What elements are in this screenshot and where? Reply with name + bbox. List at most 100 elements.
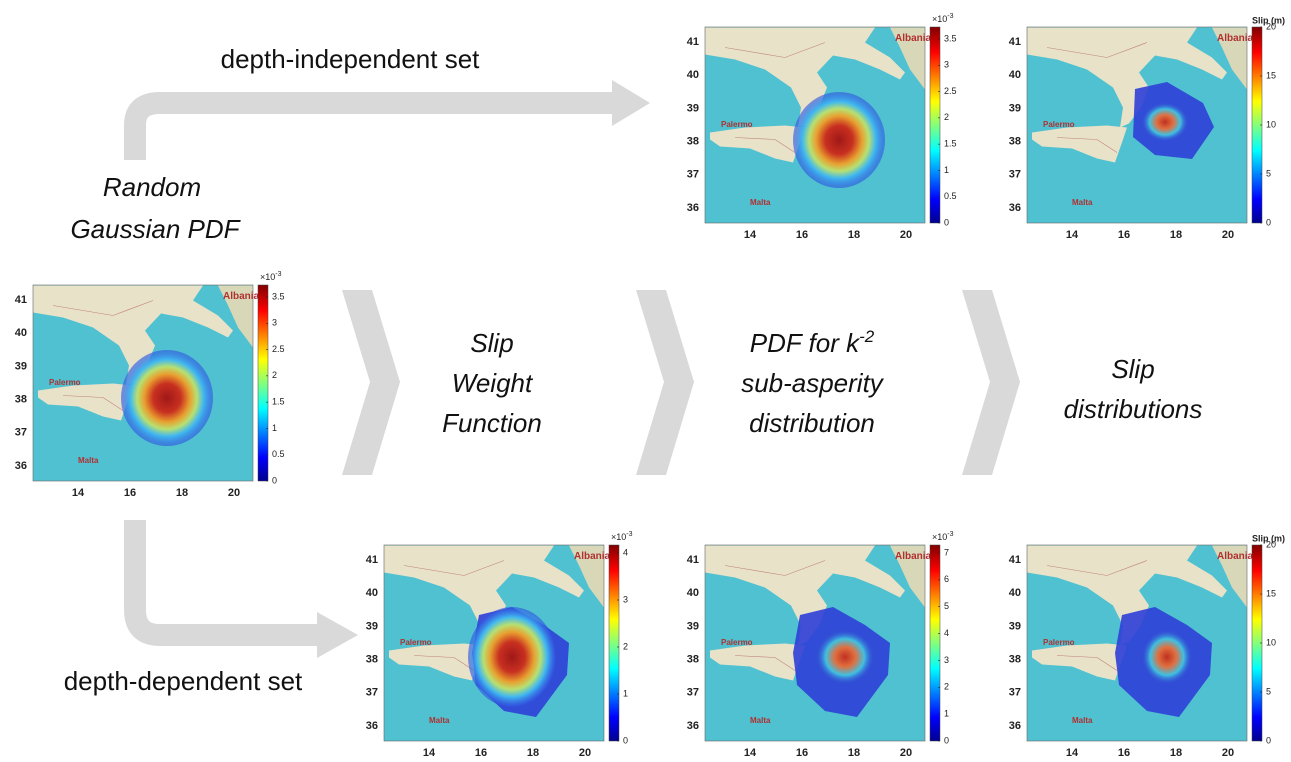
- x-tick-label: 18: [1170, 229, 1182, 241]
- slip-core: [815, 629, 875, 685]
- colorbar-tick-label: 4: [944, 628, 949, 638]
- y-tick-label: 41: [687, 554, 699, 566]
- colorbar-tick-label: 1.5: [272, 397, 285, 407]
- y-tick-label: 36: [1009, 202, 1021, 214]
- x-tick-label: 18: [527, 747, 539, 759]
- y-tick-label: 37: [366, 687, 378, 699]
- colorbar-scale: [609, 545, 619, 741]
- colorbar-tick-label: 7: [944, 547, 949, 557]
- y-tick-label: 41: [1009, 554, 1021, 566]
- y-tick-label: 39: [366, 620, 378, 632]
- colorbar: 00.511.522.533.5×10-3: [930, 13, 957, 228]
- colorbar-tick-label: 0: [623, 735, 628, 745]
- y-tick-label: 36: [15, 460, 27, 472]
- place-name: Palermo: [721, 638, 753, 647]
- colorbar-tick-label: 1: [623, 688, 628, 698]
- y-tick-label: 39: [1009, 102, 1021, 114]
- y-tick-label: 41: [687, 36, 699, 48]
- place-name: Albania: [1217, 33, 1254, 44]
- colorbar-tick-label: 10: [1266, 119, 1276, 129]
- step-label: PDF for k-2: [750, 327, 875, 358]
- source-label: Random: [103, 172, 201, 202]
- colorbar-tick-label: 2: [272, 370, 277, 380]
- colorbar-tick-label: 2.5: [944, 86, 957, 96]
- y-tick-label: 40: [687, 69, 699, 81]
- x-tick-label: 20: [900, 747, 912, 759]
- colorbar-scale: [930, 545, 940, 741]
- colorbar-tick-label: 3: [272, 318, 277, 328]
- x-tick-label: 16: [1118, 229, 1130, 241]
- y-tick-label: 39: [687, 620, 699, 632]
- place-name: Palermo: [721, 120, 753, 129]
- colorbar-tick-label: 3: [944, 655, 949, 665]
- x-tick-label: 20: [579, 747, 591, 759]
- colorbar-tick-label: 3: [944, 60, 949, 70]
- scale-exp: -3: [947, 531, 953, 538]
- place-name: Malta: [1072, 198, 1093, 207]
- y-tick-label: 41: [15, 294, 27, 306]
- place-name: Malta: [750, 198, 771, 207]
- scale-base: ×10: [260, 272, 275, 282]
- colorbar-tick-label: 0: [944, 217, 949, 227]
- y-tick-label: 38: [687, 136, 699, 148]
- place-name: Malta: [750, 716, 771, 725]
- place-name: Malta: [78, 456, 99, 465]
- y-tick-label: 38: [366, 654, 378, 666]
- place-name: Palermo: [49, 378, 81, 387]
- x-tick-label: 20: [900, 229, 912, 241]
- x-tick-label: 20: [1222, 747, 1234, 759]
- step-label: sub-asperity: [741, 368, 885, 398]
- colorbar-tick-label: 2: [944, 112, 949, 122]
- diagram: depth-independent set depth-dependent se…: [0, 0, 1291, 762]
- colorbar: 01234567×10-3: [930, 531, 954, 746]
- chevrons: [342, 290, 1020, 475]
- colorbar-tick-label: 3.5: [944, 33, 957, 43]
- y-tick-label: 36: [687, 720, 699, 732]
- bottom-arrow-label: depth-dependent set: [64, 666, 303, 696]
- colorbar-tick-label: 15: [1266, 70, 1276, 80]
- top-arrow: [135, 80, 650, 160]
- colorbar-scale: [258, 285, 268, 481]
- scale-base: ×10: [932, 14, 947, 24]
- x-tick-label: 16: [1118, 747, 1130, 759]
- y-tick-label: 37: [687, 169, 699, 181]
- place-name: Albania: [1217, 551, 1254, 562]
- place-name: Albania: [574, 551, 611, 562]
- colorbar-tick-label: 1: [272, 423, 277, 433]
- y-tick-label: 40: [1009, 69, 1021, 81]
- place-name: Palermo: [1043, 638, 1075, 647]
- colorbar-scale-label: ×10-3: [932, 13, 954, 25]
- place-name: Albania: [895, 551, 932, 562]
- colorbar-scale-label: ×10-3: [611, 531, 633, 543]
- colorbar-tick-label: 0.5: [944, 191, 957, 201]
- y-tick-label: 36: [366, 720, 378, 732]
- y-tick-label: 36: [1009, 720, 1021, 732]
- colorbar-tick-label: 5: [944, 601, 949, 611]
- scale-exp: -3: [947, 13, 953, 20]
- colorbar: 00.511.522.533.5×10-3: [258, 271, 285, 486]
- colorbar-tick-label: 1.5: [944, 139, 957, 149]
- y-tick-label: 38: [1009, 654, 1021, 666]
- step-label-text: PDF for k: [750, 328, 861, 358]
- colorbar-tick-label: 10: [1266, 637, 1276, 647]
- step-label: distribution: [749, 408, 875, 438]
- y-tick-label: 39: [1009, 620, 1021, 632]
- x-tick-label: 18: [1170, 747, 1182, 759]
- step-label: Function: [442, 408, 542, 438]
- x-tick-label: 16: [475, 747, 487, 759]
- slip-pdf: [121, 350, 213, 446]
- x-tick-label: 16: [796, 229, 808, 241]
- y-tick-label: 40: [687, 587, 699, 599]
- x-tick-label: 14: [423, 747, 436, 759]
- y-tick-label: 40: [15, 327, 27, 339]
- x-tick-label: 18: [176, 487, 188, 499]
- colorbar-tick-label: 2: [623, 641, 628, 651]
- scale-exp: -3: [626, 531, 632, 538]
- scale-base: ×10: [932, 532, 947, 542]
- slip-core: [1141, 629, 1193, 685]
- y-tick-label: 37: [1009, 687, 1021, 699]
- map-panel: AlbaniaMaltaPalermo141618203637383940410…: [687, 13, 957, 241]
- y-tick-label: 41: [1009, 36, 1021, 48]
